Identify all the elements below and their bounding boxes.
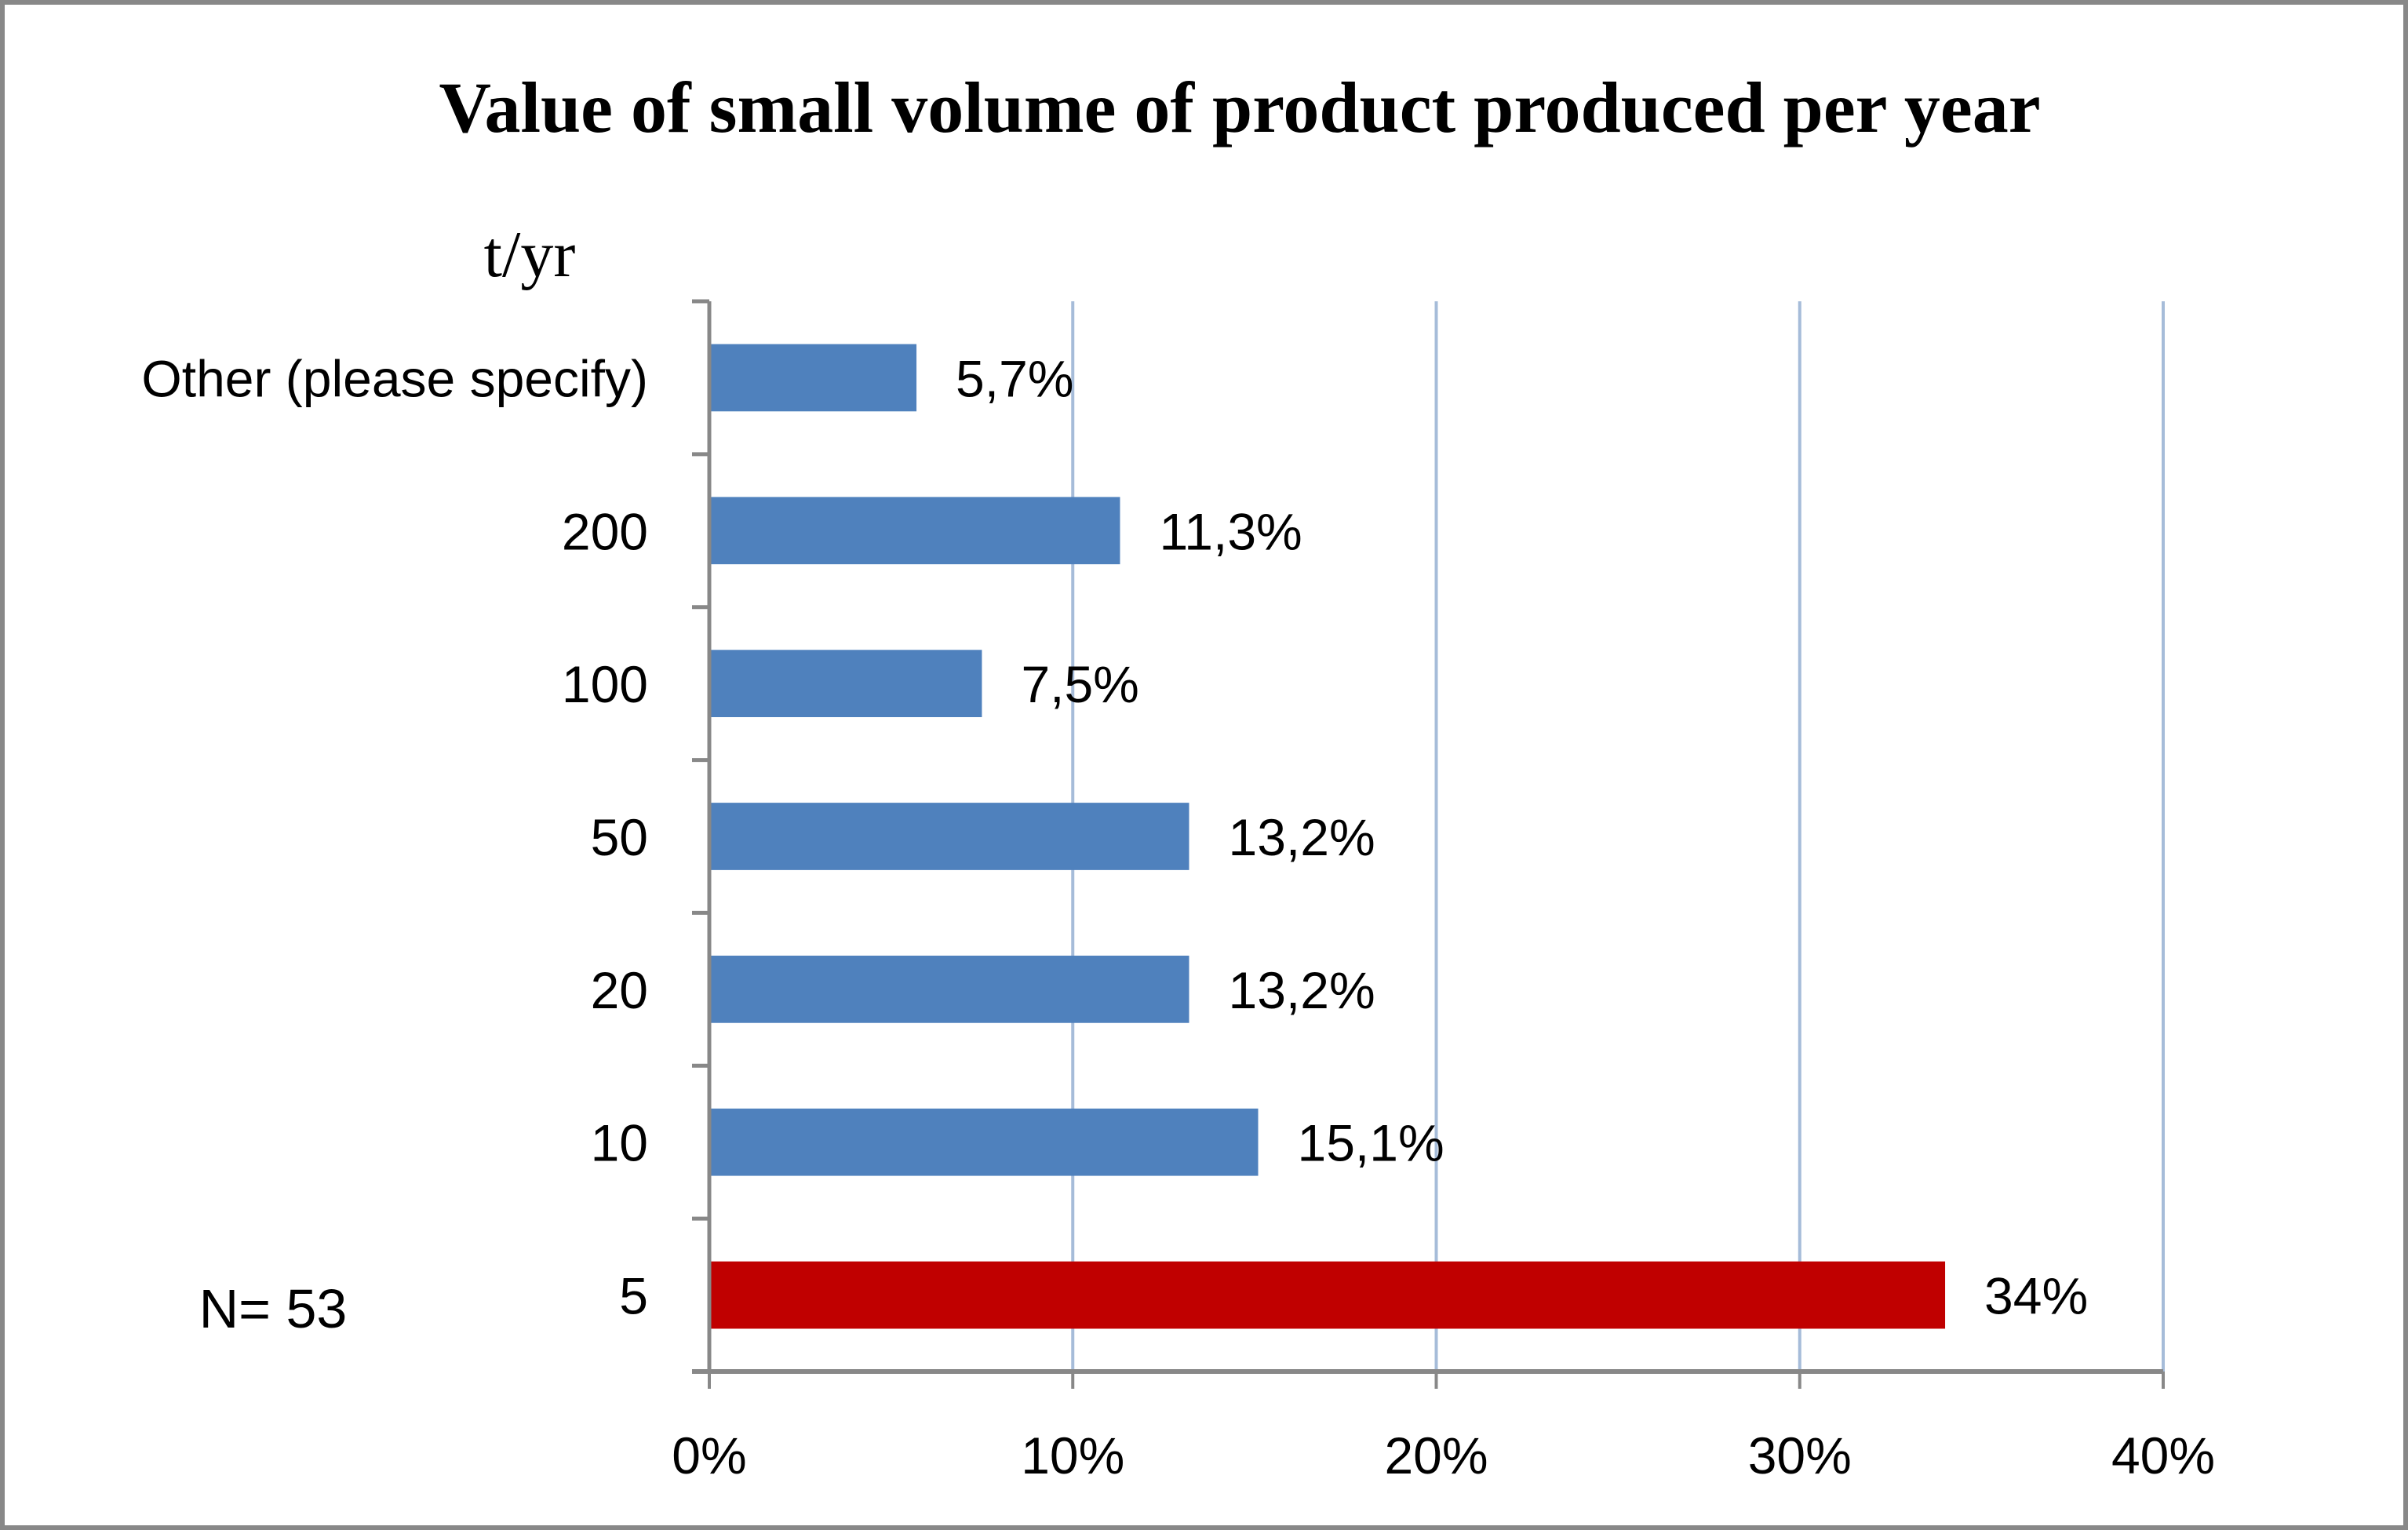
category-tick-label: 20: [591, 961, 648, 1019]
chart-title: Value of small volume of product produce…: [439, 67, 2040, 148]
data-label: 13,2%: [1228, 808, 1375, 866]
x-tick-label: 40%: [2111, 1426, 2215, 1484]
sample-size-annotation: N= 53: [199, 1278, 348, 1339]
category-tick-label: 100: [562, 655, 648, 713]
category-tick-label: 5: [619, 1267, 648, 1325]
y-axis-unit-label: t/yr: [484, 218, 576, 291]
x-tick-label: 10%: [1021, 1426, 1124, 1484]
category-tick-label: 10: [591, 1114, 648, 1172]
x-tick-label: 30%: [1748, 1426, 1852, 1484]
bar: [709, 1261, 1946, 1329]
bar: [709, 1108, 1259, 1176]
x-tick-label: 20%: [1384, 1426, 1488, 1484]
data-label: 34%: [1984, 1267, 2088, 1325]
category-tick-label: 200: [562, 502, 648, 560]
data-label: 13,2%: [1228, 961, 1375, 1019]
category-tick-label: 50: [591, 808, 648, 866]
data-label: 15,1%: [1298, 1114, 1444, 1172]
bar: [709, 955, 1189, 1023]
bars: [709, 344, 1946, 1329]
axes: [692, 299, 2165, 1389]
x-tick-label: 0%: [672, 1426, 746, 1484]
bar: [709, 650, 982, 718]
data-label: 7,5%: [1021, 655, 1138, 713]
bar: [709, 497, 1120, 565]
data-label: 5,7%: [956, 349, 1073, 407]
category-tick-label: Other (please specify): [141, 349, 648, 407]
labels: 5,7% Other (please specify) 11,3% 200 7,5% 10…: [141, 349, 2215, 1484]
data-label: 11,3%: [1159, 502, 1302, 560]
bar: [709, 344, 917, 412]
bar: [709, 803, 1189, 870]
